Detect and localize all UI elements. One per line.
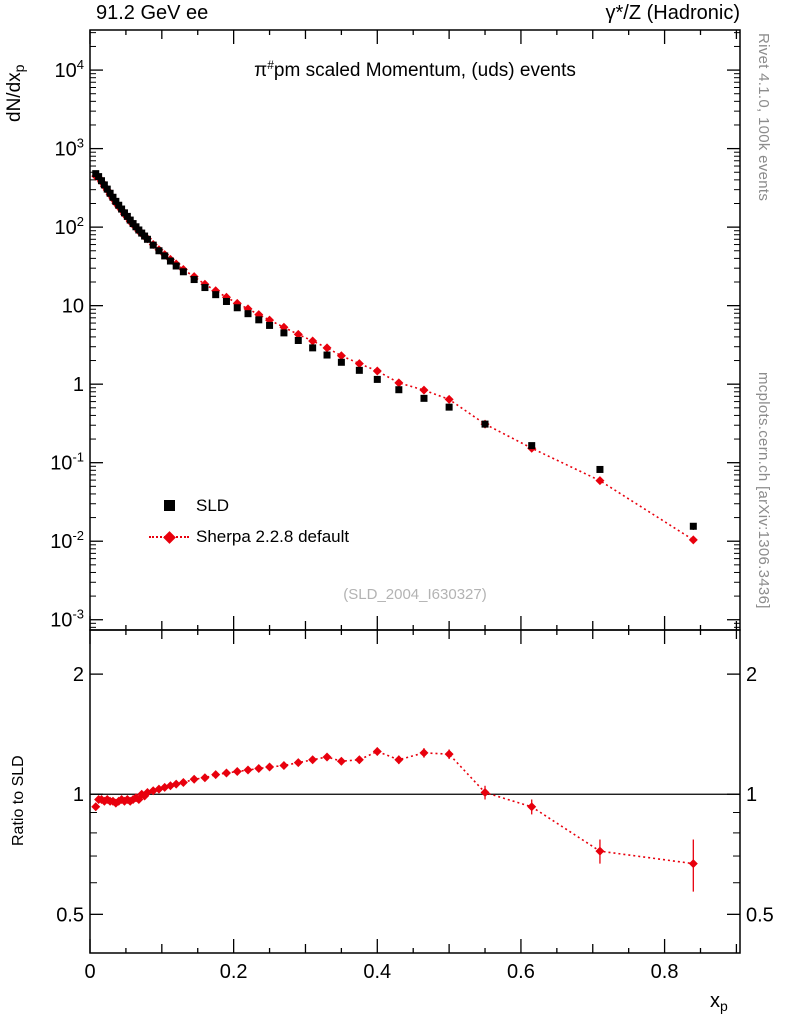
svg-text:1: 1 [73,784,84,806]
y-axis-label-main-text: dN/dx [4,72,25,122]
legend-label-sld: SLD [196,495,230,515]
svg-text:0.2: 0.2 [220,961,248,983]
svg-text:0: 0 [84,961,95,983]
svg-text:104: 104 [55,57,84,82]
sld-square-marker-icon [146,500,192,511]
svg-text:0.5: 0.5 [56,904,84,926]
plot-title-prefix: π [254,60,268,81]
x-axis-label-sub: p [720,998,728,1014]
svg-text:0.5: 0.5 [746,904,774,926]
svg-text:2: 2 [746,664,757,686]
legend-label-sherpa: Sherpa 2.2.8 default [196,526,350,546]
y-axis-main-ticks: 10-3 10-2 10-1 1 10 102 103 104 [50,32,740,632]
svg-text:0.4: 0.4 [363,961,391,983]
svg-text:103: 103 [55,136,84,161]
mcplots-reference-note: mcplots.cern.ch [arXiv:1306.3436] [755,372,772,609]
header-process: γ*/Z (Hadronic) [605,2,740,24]
plot-title-sup: # [267,58,274,72]
legend-item-sherpa: Sherpa 2.2.8 default [146,521,349,552]
svg-text:2: 2 [73,664,84,686]
y-axis-label-main-sub: p [11,64,27,73]
svg-text:1: 1 [746,784,757,806]
panel-frames [89,29,741,954]
legend: SLD Sherpa 2.2.8 default [146,490,349,552]
y-axis-label-ratio: Ratio to SLD [10,755,27,846]
x-axis-ticks: 0 0.2 0.4 0.6 0.8 [84,30,738,983]
y-axis-label-main: dN/dxp [4,65,27,122]
sherpa-series [91,171,698,545]
analysis-id-watermark: (SLD_2004_I630327) [343,586,487,603]
x-axis-label-text: x [710,990,720,1012]
header-beam-energy: 91.2 GeV ee [96,2,209,24]
plot-title-rest: pm scaled Momentum, (uds) events [273,60,576,81]
svg-text:0.6: 0.6 [507,961,535,983]
rivet-version-note: Rivet 4.1.0, 100k events [755,33,772,202]
svg-text:10-3: 10-3 [50,607,84,632]
y-axis-ratio-ticks: 0.5 0.5 1 1 2 2 [56,664,774,954]
svg-text:0.8: 0.8 [651,961,679,983]
sld-series [92,170,697,530]
plot-title: π#pm scaled Momentum, (uds) events [90,58,740,82]
x-axis-label: xp [710,990,728,1014]
svg-text:10: 10 [62,296,84,318]
ratio-series [90,746,740,892]
svg-text:10-1: 10-1 [50,450,84,475]
sherpa-diamond-line-icon [146,530,192,544]
svg-text:1: 1 [73,374,84,396]
svg-text:102: 102 [55,214,84,239]
legend-item-sld: SLD [146,490,349,521]
svg-text:10-2: 10-2 [50,528,84,553]
